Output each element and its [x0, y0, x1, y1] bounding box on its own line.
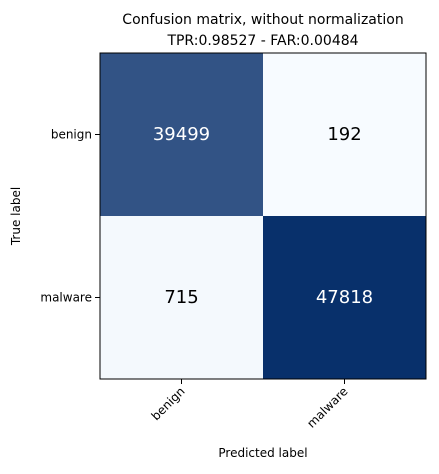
x-tick-label-benign: benign: [149, 384, 188, 423]
x-tick-label-malware: malware: [304, 384, 350, 430]
chart-title-line-2: TPR:0.98527 - FAR:0.00484: [166, 33, 358, 49]
chart-title-line-1: Confusion matrix, without normalization: [122, 12, 403, 28]
matrix-cell-benign-malware: [263, 53, 426, 216]
cell-value-benign-benign: 39499: [153, 124, 210, 145]
cell-value-benign-malware: 192: [327, 124, 361, 145]
y-tick-label-benign: benign: [51, 128, 92, 142]
matrix-cell-labels: 39499 192 715 47818: [153, 124, 373, 308]
matrix-cell-malware-malware: [263, 216, 426, 379]
x-axis-label: Predicted label: [218, 446, 307, 460]
y-axis-ticks: benign malware: [40, 128, 100, 305]
cell-value-malware-benign: 715: [164, 287, 198, 308]
matrix-cell-malware-benign: [100, 216, 263, 379]
cell-value-malware-malware: 47818: [316, 287, 373, 308]
y-tick-label-malware: malware: [40, 291, 92, 305]
plot-frame: [99, 52, 427, 380]
y-axis-label: True label: [9, 187, 23, 246]
x-axis-ticks: benign malware: [149, 379, 351, 431]
matrix-cells: [100, 53, 426, 379]
matrix-cell-benign-benign: [100, 53, 263, 216]
